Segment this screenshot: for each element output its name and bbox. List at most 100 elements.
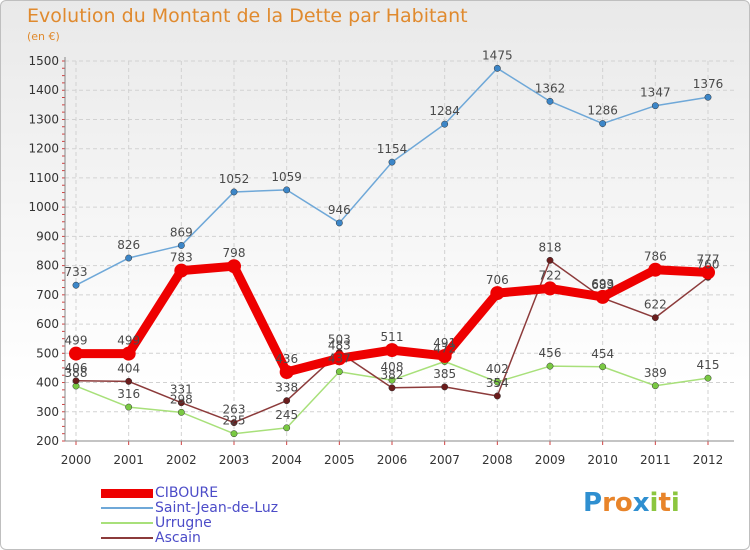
- data-label-urrugne: 389: [644, 366, 667, 380]
- data-label-saint-jean-de-luz: 1154: [377, 142, 408, 156]
- point-ciboure: [543, 281, 557, 296]
- x-tick-label: 2003: [219, 453, 250, 467]
- x-tick-label: 2006: [377, 453, 408, 467]
- y-tick-label: 1400: [28, 83, 59, 97]
- data-label-saint-jean-de-luz: 869: [170, 225, 193, 239]
- point-urrugne: [335, 368, 343, 376]
- point-saint-jean-de-luz: [599, 120, 607, 128]
- point-urrugne: [546, 362, 554, 370]
- point-saint-jean-de-luz: [283, 186, 291, 194]
- logo-letter: x: [632, 488, 650, 518]
- data-label-ciboure: 499: [117, 334, 140, 348]
- data-label-urrugne: 472: [433, 341, 456, 355]
- point-ascain: [230, 419, 238, 427]
- data-label-saint-jean-de-luz: 826: [117, 238, 140, 252]
- data-label-ascain: 818: [539, 240, 562, 254]
- x-tick-label: 2000: [61, 453, 92, 467]
- legend-swatch: [101, 488, 153, 498]
- data-label-urrugne: 456: [539, 346, 562, 360]
- data-label-urrugne: 437: [328, 352, 351, 366]
- data-label-saint-jean-de-luz: 1475: [482, 48, 513, 62]
- x-tick-label: 2008: [482, 453, 513, 467]
- point-ciboure: [648, 262, 663, 277]
- x-tick-label: 2007: [429, 453, 460, 467]
- x-tick-label: 2010: [587, 453, 618, 467]
- x-tick-label: 2001: [113, 453, 144, 467]
- data-label-ciboure: 491: [433, 336, 456, 350]
- data-label-saint-jean-de-luz: 733: [65, 265, 88, 279]
- data-label-ascain: 760: [697, 257, 720, 271]
- y-tick-label: 300: [36, 405, 59, 419]
- point-saint-jean-de-luz: [651, 102, 659, 110]
- point-urrugne: [388, 376, 396, 384]
- data-label-saint-jean-de-luz: 946: [328, 203, 351, 217]
- point-ascain: [388, 384, 396, 392]
- y-tick-label: 900: [36, 229, 59, 243]
- y-tick-label: 1000: [28, 200, 59, 214]
- data-label-ciboure: 798: [223, 246, 246, 260]
- point-urrugne: [651, 382, 659, 390]
- data-label-ciboure: 693: [591, 277, 614, 291]
- logo-letter: t: [658, 488, 671, 518]
- data-label-urrugne: 225: [223, 414, 246, 428]
- data-label-ascain: 331: [170, 383, 193, 397]
- data-label-urrugne: 298: [170, 392, 193, 406]
- y-tick-label: 200: [36, 434, 59, 448]
- data-label-urrugne: 454: [591, 347, 614, 361]
- data-label-urrugne: 415: [697, 358, 720, 372]
- point-urrugne: [599, 363, 607, 371]
- point-saint-jean-de-luz: [388, 158, 396, 166]
- point-ascain: [125, 377, 133, 385]
- axes: [62, 57, 734, 445]
- point-saint-jean-de-luz: [230, 188, 238, 196]
- data-label-ascain: 338: [275, 381, 298, 395]
- data-label-urrugne: 316: [117, 387, 140, 401]
- data-label-ascain: 406: [65, 361, 88, 375]
- point-ascain: [546, 256, 554, 264]
- point-ascain: [651, 314, 659, 322]
- point-saint-jean-de-luz: [546, 97, 554, 105]
- point-urrugne: [493, 378, 501, 386]
- point-ciboure: [174, 263, 189, 278]
- point-urrugne: [177, 408, 185, 416]
- point-saint-jean-de-luz: [177, 241, 185, 249]
- data-label-saint-jean-de-luz: 1284: [429, 104, 460, 118]
- data-labels: 733 826 869 1052 1059 946 1154 1284 1475 1362 1286…: [65, 48, 724, 427]
- data-label-ciboure: 511: [381, 330, 404, 344]
- data-label-saint-jean-de-luz: 1362: [535, 81, 566, 95]
- point-urrugne: [704, 374, 712, 382]
- data-label-saint-jean-de-luz: 1052: [219, 172, 250, 186]
- point-ciboure: [227, 259, 241, 274]
- legend-label: CIBOURE: [155, 485, 219, 501]
- y-tick-label: 1500: [28, 54, 59, 68]
- data-label-ciboure: 786: [644, 250, 667, 264]
- chart-subtitle: (en €): [27, 30, 60, 43]
- legend-swatch: [101, 507, 153, 509]
- data-label-ascain: 404: [117, 361, 140, 375]
- data-label-urrugne: 402: [486, 362, 509, 376]
- point-saint-jean-de-luz: [335, 219, 343, 227]
- legend-swatch: [101, 537, 153, 539]
- data-label-ciboure: 777: [697, 252, 720, 266]
- point-ascain: [72, 377, 80, 385]
- logo-letter: o: [614, 488, 633, 518]
- legend-label: Saint-Jean-de-Luz: [155, 500, 279, 516]
- data-label-ciboure: 499: [65, 334, 88, 348]
- y-tick-label: 1300: [28, 112, 59, 126]
- y-tick-label: 800: [36, 259, 59, 273]
- data-label-ciboure: 483: [328, 338, 351, 352]
- data-label-urrugne: 388: [65, 366, 88, 380]
- point-ascain: [441, 383, 449, 391]
- x-tick-label: 2005: [324, 453, 355, 467]
- point-ciboure: [385, 343, 399, 358]
- point-urrugne: [283, 424, 291, 432]
- legend-swatch: [101, 522, 153, 524]
- data-label-ascain: 382: [381, 368, 404, 382]
- x-tick-label: 2009: [535, 453, 566, 467]
- data-label-ascain: 385: [433, 367, 456, 381]
- x-tick-label: 2004: [271, 453, 302, 467]
- point-urrugne: [230, 430, 238, 438]
- point-ciboure: [279, 365, 294, 380]
- y-tick-label: 500: [36, 346, 59, 360]
